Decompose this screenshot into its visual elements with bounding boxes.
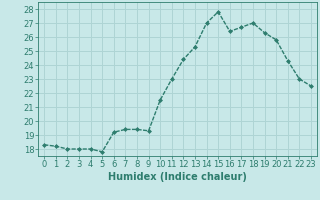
X-axis label: Humidex (Indice chaleur): Humidex (Indice chaleur) (108, 172, 247, 182)
